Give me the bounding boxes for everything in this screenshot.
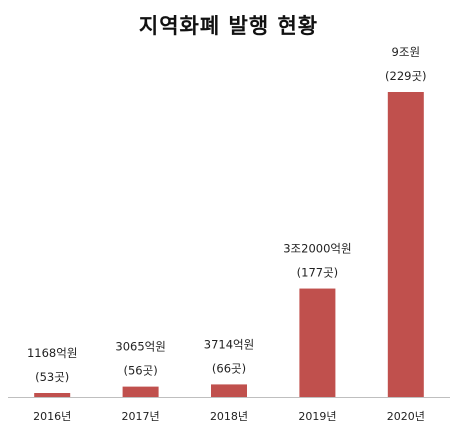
x-tick-label-3: 2018년: [210, 410, 248, 423]
bar-5: [387, 92, 424, 397]
x-tick-label-1: 2016년: [33, 410, 71, 423]
value-label-4: 3조2000억원: [283, 242, 351, 256]
chart-title: 지역화폐 발행 현황: [138, 14, 319, 38]
x-tick-label-4: 2019년: [298, 410, 336, 423]
count-label-5: (229곳): [385, 69, 427, 83]
x-tick-label-2: 2017년: [122, 410, 160, 423]
bar-2: [122, 386, 159, 397]
count-label-2: (56곳): [124, 364, 158, 378]
value-label-1: 1168억원: [27, 346, 77, 360]
bar-1: [34, 393, 71, 397]
bar-3: [211, 384, 247, 397]
value-label-5: 9조원: [392, 45, 420, 59]
count-label-4: (177곳): [297, 266, 339, 280]
count-label-1: (53곳): [35, 370, 69, 384]
value-label-3: 3714억원: [204, 337, 254, 351]
count-label-3: (66곳): [212, 361, 246, 375]
x-tick-label-5: 2020년: [387, 410, 425, 423]
bar-4: [299, 288, 336, 397]
value-label-2: 3065억원: [115, 340, 165, 354]
